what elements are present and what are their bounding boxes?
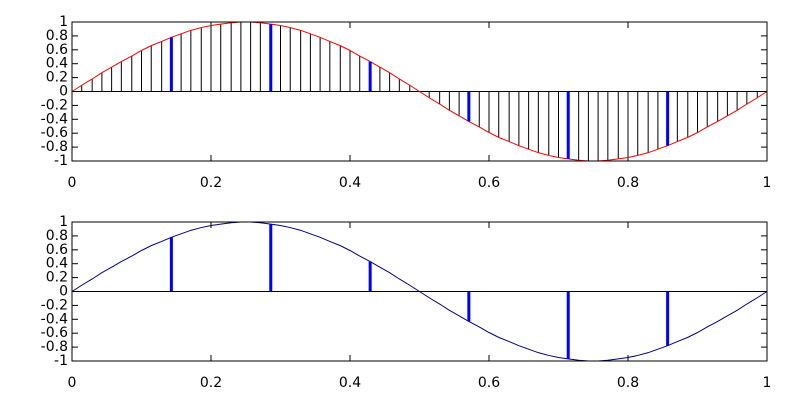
x-tick-label: 0.8 xyxy=(617,175,639,191)
y-tick-label: 0 xyxy=(59,84,68,100)
x-tick-label: 0.8 xyxy=(617,375,639,391)
plot-frame xyxy=(71,21,768,162)
y-tick-label: 0.2 xyxy=(46,270,68,286)
x-tick-label: 0.2 xyxy=(200,375,222,391)
y-tick-label: 0 xyxy=(59,284,68,300)
subplot: -1-0.8-0.6-0.4-0.200.20.40.60.810 0.2 0.4 0… xyxy=(41,214,772,391)
y-tick-label: 0.6 xyxy=(46,42,68,58)
y-tick-label: 0.8 xyxy=(46,28,68,44)
y-tick-label: -0.6 xyxy=(41,125,68,141)
x-tick-label: 0.6 xyxy=(478,175,500,191)
y-tick-label: -1 xyxy=(54,153,68,169)
y-tick-label: 0.6 xyxy=(46,242,68,258)
y-tick-label: -1 xyxy=(54,353,68,369)
x-tick-label: 0.4 xyxy=(339,175,361,191)
x-tick-label: 0 xyxy=(68,175,77,191)
y-tick-label: 1 xyxy=(59,14,68,30)
curve xyxy=(71,221,768,362)
y-tick-label: -0.4 xyxy=(41,311,68,327)
y-tick-label: 0.2 xyxy=(46,70,68,86)
y-tick-label: -0.8 xyxy=(41,139,68,155)
y-tick-label: -0.8 xyxy=(41,339,68,355)
subplot: -1-0.8-0.6-0.4-0.200.20.40.60.810 0.2 0.4 0… xyxy=(41,14,772,191)
y-tick-label: -0.4 xyxy=(41,111,68,127)
x-tick-label: 0.2 xyxy=(200,175,222,191)
plot-frame xyxy=(71,221,768,362)
x-tick-label: 0 xyxy=(68,375,77,391)
y-tick-label: 0.4 xyxy=(46,256,68,272)
y-tick-label: 0.8 xyxy=(46,228,68,244)
y-tick-label: 0.4 xyxy=(46,56,68,72)
x-tick-label: 0.4 xyxy=(339,375,361,391)
y-tick-label: 1 xyxy=(59,214,68,230)
curve xyxy=(71,21,768,162)
y-tick-label: -0.2 xyxy=(41,97,68,113)
y-tick-label: -0.2 xyxy=(41,297,68,313)
y-tick-label: -0.6 xyxy=(41,325,68,341)
x-tick-label: 0.6 xyxy=(478,375,500,391)
x-tick-label: 1 xyxy=(763,175,772,191)
x-tick-label: 1 xyxy=(763,375,772,391)
